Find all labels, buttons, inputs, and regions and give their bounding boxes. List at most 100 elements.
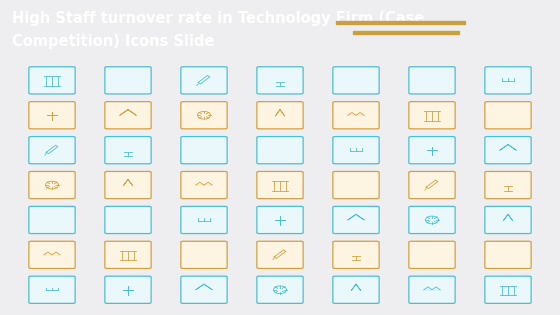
FancyBboxPatch shape — [257, 206, 303, 233]
Bar — [365, 76, 369, 86]
FancyBboxPatch shape — [333, 276, 379, 303]
Bar — [353, 31, 459, 34]
Bar — [202, 148, 205, 156]
FancyBboxPatch shape — [333, 67, 379, 94]
Bar — [354, 78, 357, 86]
FancyBboxPatch shape — [409, 67, 455, 94]
Bar — [208, 150, 211, 156]
FancyBboxPatch shape — [29, 206, 75, 233]
FancyBboxPatch shape — [485, 276, 531, 303]
FancyBboxPatch shape — [409, 137, 455, 164]
Bar — [512, 257, 515, 260]
Bar — [424, 79, 428, 81]
Bar — [278, 149, 282, 151]
Bar — [120, 215, 124, 217]
Bar — [512, 250, 515, 252]
FancyBboxPatch shape — [333, 206, 379, 233]
FancyBboxPatch shape — [105, 206, 151, 233]
Bar — [132, 223, 136, 225]
Text: High Staff turnover rate in Technology Firm (Case: High Staff turnover rate in Technology F… — [12, 11, 424, 26]
FancyBboxPatch shape — [409, 102, 455, 129]
FancyBboxPatch shape — [409, 206, 455, 233]
Bar — [126, 223, 129, 225]
FancyBboxPatch shape — [485, 137, 531, 164]
Bar — [430, 76, 433, 78]
Bar — [120, 223, 124, 225]
FancyBboxPatch shape — [29, 102, 75, 129]
FancyBboxPatch shape — [105, 241, 151, 268]
Bar — [132, 219, 136, 221]
FancyBboxPatch shape — [181, 206, 227, 233]
FancyBboxPatch shape — [181, 171, 227, 199]
Bar — [424, 256, 427, 261]
Bar — [430, 253, 433, 261]
FancyBboxPatch shape — [105, 67, 151, 94]
Bar — [278, 146, 282, 148]
FancyBboxPatch shape — [485, 171, 531, 199]
FancyBboxPatch shape — [29, 171, 75, 199]
FancyBboxPatch shape — [333, 137, 379, 164]
Bar — [62, 215, 65, 226]
Bar — [50, 218, 53, 226]
Text: Competition) Icons Slide: Competition) Icons Slide — [12, 34, 215, 49]
FancyBboxPatch shape — [257, 241, 303, 268]
Bar — [196, 151, 199, 156]
Bar — [360, 80, 363, 86]
Bar — [352, 220, 360, 225]
FancyBboxPatch shape — [485, 67, 531, 94]
Bar — [213, 146, 217, 156]
FancyBboxPatch shape — [257, 137, 303, 164]
Bar — [424, 83, 428, 85]
FancyBboxPatch shape — [409, 171, 455, 199]
FancyBboxPatch shape — [257, 276, 303, 303]
FancyBboxPatch shape — [105, 137, 151, 164]
Bar — [272, 153, 276, 155]
FancyBboxPatch shape — [257, 102, 303, 129]
Bar — [504, 150, 512, 155]
FancyBboxPatch shape — [181, 67, 227, 94]
Bar — [430, 79, 433, 81]
Bar — [336, 21, 465, 24]
Bar — [284, 146, 287, 148]
FancyBboxPatch shape — [181, 102, 227, 129]
FancyBboxPatch shape — [29, 137, 75, 164]
FancyBboxPatch shape — [257, 67, 303, 94]
Bar — [284, 149, 287, 151]
Bar — [126, 215, 129, 217]
Bar — [436, 83, 440, 85]
FancyBboxPatch shape — [257, 171, 303, 199]
Bar — [124, 115, 132, 120]
Bar — [501, 254, 503, 256]
Bar — [436, 76, 440, 78]
Bar — [436, 79, 440, 81]
FancyBboxPatch shape — [485, 206, 531, 233]
Bar — [278, 153, 282, 155]
Bar — [512, 254, 515, 256]
FancyBboxPatch shape — [105, 276, 151, 303]
Bar — [348, 82, 351, 86]
Bar — [44, 221, 47, 226]
FancyBboxPatch shape — [181, 137, 227, 164]
FancyBboxPatch shape — [333, 102, 379, 129]
Bar — [55, 219, 59, 226]
FancyBboxPatch shape — [181, 276, 227, 303]
Bar — [200, 290, 208, 295]
Bar — [120, 219, 124, 221]
FancyBboxPatch shape — [181, 241, 227, 268]
Bar — [506, 257, 510, 260]
FancyBboxPatch shape — [29, 67, 75, 94]
FancyBboxPatch shape — [105, 171, 151, 199]
Bar — [132, 215, 136, 217]
FancyBboxPatch shape — [105, 102, 151, 129]
Bar — [436, 254, 439, 261]
Bar — [430, 83, 433, 85]
FancyBboxPatch shape — [333, 171, 379, 199]
FancyBboxPatch shape — [333, 241, 379, 268]
FancyBboxPatch shape — [409, 276, 455, 303]
FancyBboxPatch shape — [485, 241, 531, 268]
FancyBboxPatch shape — [485, 102, 531, 129]
Bar — [272, 146, 276, 148]
FancyBboxPatch shape — [29, 241, 75, 268]
Bar — [501, 250, 503, 252]
Bar — [441, 250, 445, 261]
